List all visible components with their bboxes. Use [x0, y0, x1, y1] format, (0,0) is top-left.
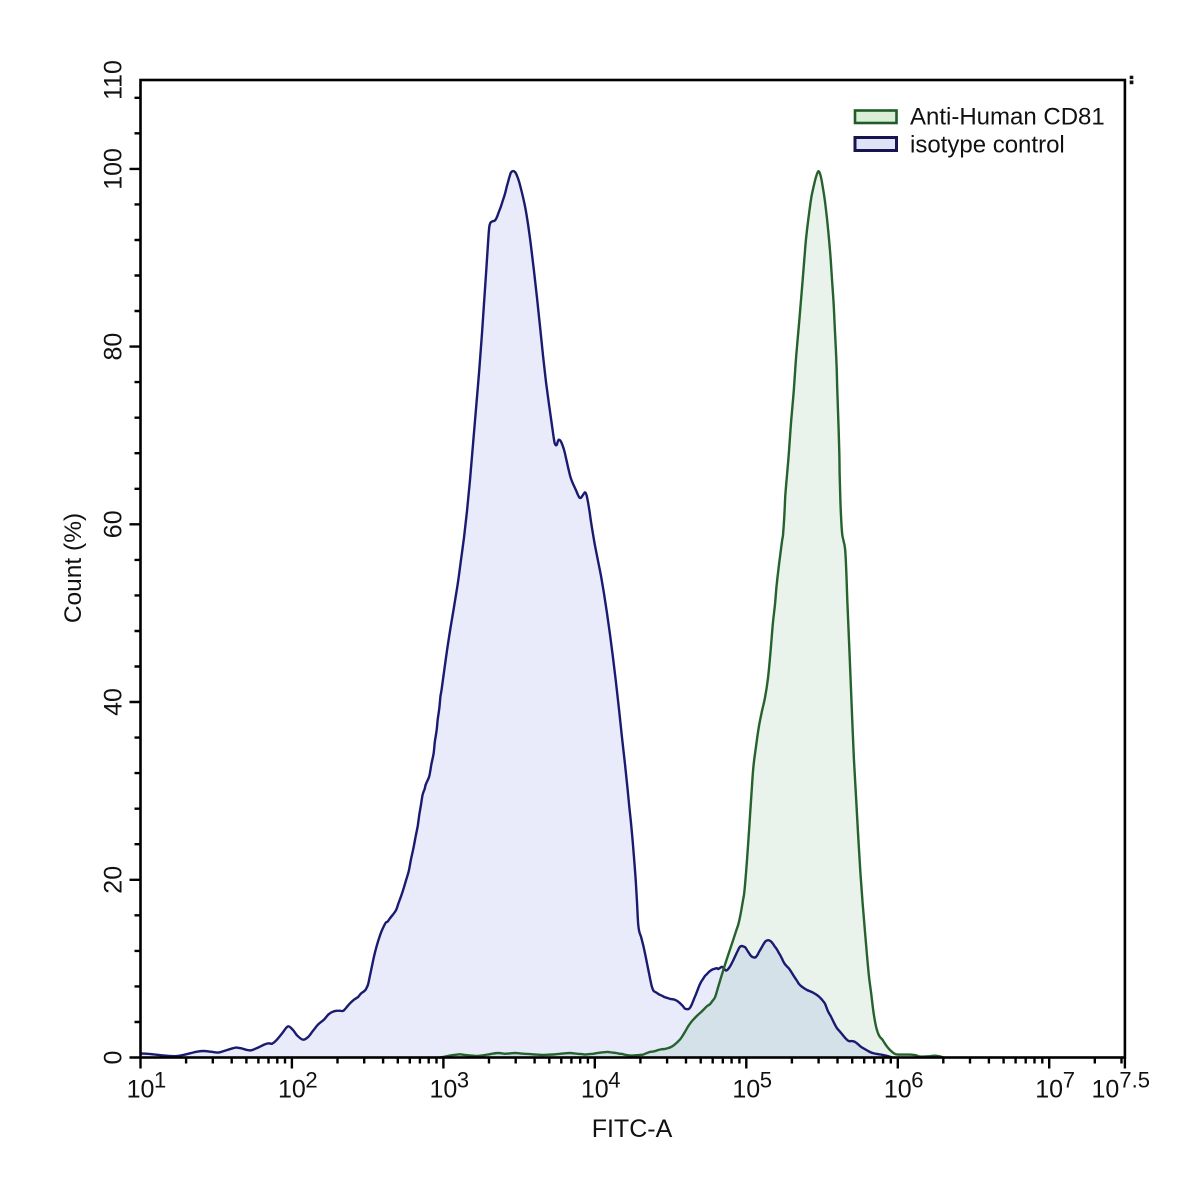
svg-text:1: 1	[154, 1068, 166, 1093]
svg-text:isotype control: isotype control	[910, 132, 1065, 159]
svg-text:Anti-Human CD81: Anti-Human CD81	[910, 104, 1105, 131]
svg-text:4: 4	[608, 1068, 620, 1093]
svg-text:20: 20	[100, 866, 128, 894]
svg-text:0: 0	[100, 1051, 128, 1065]
svg-text:10: 10	[1035, 1076, 1063, 1104]
svg-text:10: 10	[278, 1076, 306, 1104]
svg-text:60: 60	[100, 510, 128, 538]
svg-text:10: 10	[732, 1076, 760, 1104]
svg-text:10: 10	[429, 1076, 457, 1104]
svg-text:7.5: 7.5	[1119, 1068, 1150, 1093]
svg-text:110: 110	[100, 60, 128, 100]
svg-text:10: 10	[1091, 1076, 1119, 1104]
svg-text:100: 100	[100, 148, 128, 190]
svg-text:40: 40	[100, 688, 128, 716]
svg-text:FITC-A: FITC-A	[592, 1115, 673, 1143]
svg-text:7: 7	[1063, 1068, 1075, 1093]
svg-text:6: 6	[911, 1068, 923, 1093]
svg-text:80: 80	[100, 333, 128, 361]
svg-text:5: 5	[760, 1068, 772, 1093]
svg-text:10: 10	[884, 1076, 912, 1104]
svg-text:3: 3	[457, 1068, 469, 1093]
svg-text:10: 10	[127, 1076, 155, 1104]
svg-text:10: 10	[581, 1076, 609, 1104]
svg-text:2: 2	[305, 1068, 317, 1093]
svg-text:Count (%): Count (%)	[60, 513, 87, 623]
